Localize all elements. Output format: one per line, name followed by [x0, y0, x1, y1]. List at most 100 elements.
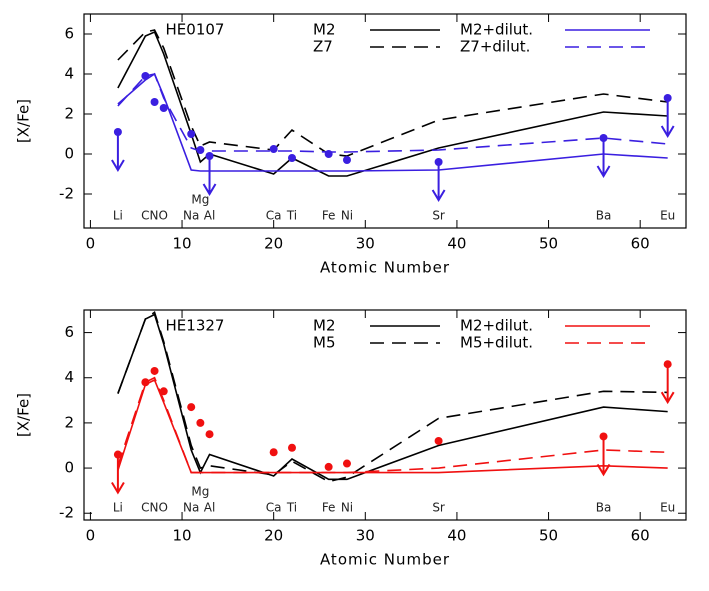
- element-label: Al: [204, 209, 216, 223]
- observed-point: [434, 436, 443, 445]
- observed-point: [187, 130, 196, 138]
- element-label: Ca: [266, 501, 282, 515]
- y-tick-label: 0: [64, 145, 74, 163]
- legend-label: M2+dilut.: [460, 21, 533, 39]
- model-line: [117, 72, 668, 172]
- observed-point: [187, 403, 196, 412]
- upper-limit-arrowhead: [660, 391, 675, 405]
- observed-point: [150, 366, 159, 375]
- legend-label: Z7+dilut.: [460, 38, 530, 56]
- legend-label: M5+dilut.: [460, 334, 533, 352]
- x-tick-label: 60: [631, 235, 650, 253]
- element-label: Ni: [341, 501, 353, 515]
- y-tick-label: -2: [59, 504, 74, 522]
- element-label: Mg: [191, 193, 209, 207]
- y-tick-label: 2: [64, 105, 74, 123]
- observed-point: [196, 146, 205, 154]
- model-line: [117, 29, 668, 157]
- legend-label: Z7: [313, 38, 333, 56]
- star-name: HE0107: [166, 21, 225, 39]
- x-tick-label: 20: [264, 235, 283, 253]
- observed-point: [159, 387, 168, 396]
- observed-point: [159, 104, 168, 112]
- x-tick-label: 50: [539, 527, 558, 545]
- x-tick-label: 20: [264, 527, 283, 545]
- x-tick-label: 0: [86, 235, 96, 253]
- element-label: Ti: [286, 501, 297, 515]
- element-label: Al: [204, 501, 216, 515]
- observed-point: [141, 378, 150, 387]
- y-tick-label: 2: [64, 413, 74, 431]
- observed-point: [342, 459, 351, 468]
- x-axis-label: Atomic Number: [320, 551, 450, 569]
- y-tick-label: 6: [64, 25, 74, 43]
- element-label: CNO: [141, 501, 168, 515]
- observed-point: [205, 430, 214, 439]
- upper-limit-arrowhead: [202, 183, 217, 196]
- y-tick-label: 4: [64, 368, 74, 386]
- x-axis-label: Atomic Number: [320, 259, 450, 277]
- x-tick-label: 50: [539, 235, 558, 253]
- y-axis-label: [X/Fe]: [15, 99, 33, 143]
- upper-limit-arrowhead: [111, 482, 125, 495]
- x-tick-label: 30: [356, 527, 375, 545]
- element-label: Li: [113, 209, 123, 223]
- observed-point: [269, 145, 278, 153]
- observed-point: [196, 418, 205, 427]
- x-tick-label: 10: [172, 235, 191, 253]
- element-label: Ca: [266, 209, 282, 223]
- plot-frame: [83, 13, 687, 229]
- element-label: Mg: [191, 485, 209, 499]
- x-tick-label: 40: [447, 235, 466, 253]
- element-label: Ni: [341, 209, 353, 223]
- element-label: Li: [113, 501, 123, 515]
- legend-label: M5: [313, 334, 336, 352]
- model-line: [117, 30, 668, 177]
- element-label: Fe: [322, 501, 336, 515]
- observed-point: [342, 156, 351, 164]
- element-label: Ba: [596, 209, 612, 223]
- element-label: CNO: [141, 209, 168, 223]
- element-label: Sr: [432, 209, 445, 223]
- upper-limit-arrowhead: [660, 125, 675, 138]
- panel: 0 10 20 30 40 50 60 -2 0 2 4 6 Atomic Number [X/Fe] Li…: [15, 13, 687, 277]
- legend-label: M2: [313, 21, 336, 39]
- panel: 0 10 20 30 40 50 60 -2 0 2 4 6 Atomic Number [X/Fe] Li…: [15, 309, 687, 569]
- element-label: Eu: [660, 209, 675, 223]
- plot-frame: [83, 309, 687, 521]
- y-tick-label: -2: [59, 185, 74, 203]
- y-axis-label: [X/Fe]: [15, 393, 33, 437]
- observed-point: [269, 448, 278, 457]
- y-tick-label: 6: [64, 323, 74, 341]
- observed-point: [324, 150, 333, 158]
- x-tick-label: 10: [172, 527, 191, 545]
- model-line: [117, 313, 668, 481]
- upper-limit-arrowhead: [431, 189, 446, 202]
- element-label: Na: [183, 501, 199, 515]
- observed-point: [287, 154, 296, 162]
- model-line: [117, 376, 668, 474]
- observed-point: [324, 462, 333, 471]
- observed-point: [141, 72, 150, 80]
- element-label: Eu: [660, 501, 675, 515]
- x-tick-label: 40: [447, 527, 466, 545]
- element-label: Ti: [286, 209, 297, 223]
- y-tick-label: 0: [64, 459, 74, 477]
- model-line: [117, 73, 668, 153]
- element-label: Sr: [432, 501, 445, 515]
- observed-point: [287, 443, 296, 452]
- star-name: HE1327: [166, 317, 225, 335]
- x-tick-label: 0: [86, 527, 96, 545]
- model-line: [117, 310, 668, 483]
- legend-label: M2: [313, 317, 336, 335]
- upper-limit-arrowhead: [596, 165, 611, 178]
- y-tick-label: 4: [64, 65, 74, 83]
- upper-limit-arrowhead: [111, 159, 125, 172]
- x-tick-label: 60: [631, 527, 650, 545]
- upper-limit-arrowhead: [596, 463, 611, 477]
- element-label: Na: [183, 209, 199, 223]
- legend-label: M2+dilut.: [460, 317, 533, 335]
- element-label: Ba: [596, 501, 612, 515]
- element-label: Fe: [322, 209, 336, 223]
